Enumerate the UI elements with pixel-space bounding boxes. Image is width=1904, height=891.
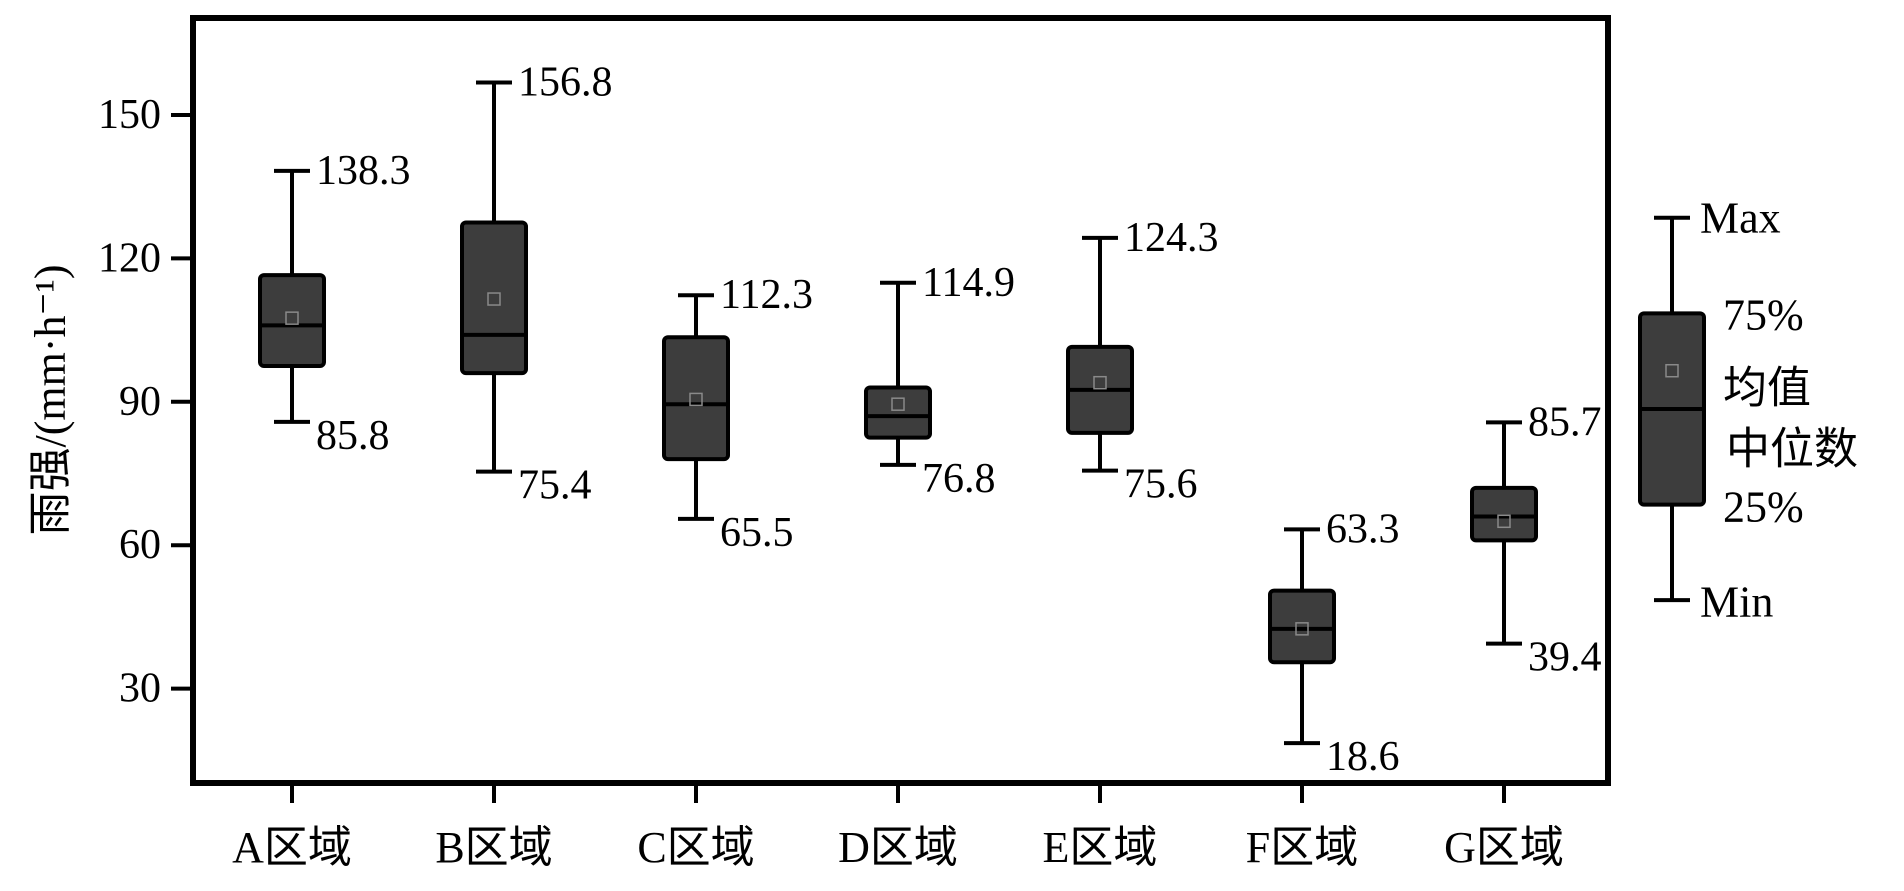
box-body	[864, 385, 932, 440]
max-value-label: 63.3	[1326, 506, 1400, 552]
x-axis: A区域 B区域 C区域 D区域 E区域 F区域 G区域	[232, 783, 1564, 872]
x-tick-label: D区域	[838, 823, 958, 872]
legend-q3-label: 75%	[1723, 291, 1804, 340]
box-body	[258, 273, 326, 368]
box-body	[1470, 485, 1538, 543]
max-value-label: 114.9	[922, 260, 1015, 306]
box-B区域: 156.8 75.4	[460, 59, 613, 509]
box-body	[460, 220, 528, 376]
box-body	[662, 335, 730, 462]
mean-marker	[689, 392, 703, 407]
mean-marker	[891, 397, 905, 411]
x-tick-label: G区域	[1444, 823, 1564, 872]
mean-marker	[285, 311, 299, 325]
legend-mean-marker	[1665, 363, 1679, 378]
box-F区域: 63.3 18.6	[1268, 506, 1400, 780]
box-C区域: 112.3 65.5	[662, 272, 813, 556]
x-tick-label: A区域	[232, 823, 352, 872]
box-E区域: 124.3 75.6	[1066, 215, 1219, 508]
y-axis-title: 雨强/(mm·h⁻¹)	[26, 264, 75, 535]
box-A区域: 138.3 85.8	[258, 148, 411, 459]
y-tick-label: 60	[119, 522, 161, 568]
y-tick-label: 90	[119, 379, 161, 425]
min-value-label: 85.8	[316, 413, 390, 459]
legend-min-label: Min	[1700, 578, 1773, 627]
legend-q1-label: 25%	[1723, 483, 1804, 532]
x-tick-label: E区域	[1043, 823, 1158, 872]
min-value-label: 65.5	[720, 510, 794, 556]
max-value-label: 156.8	[518, 59, 613, 105]
max-value-label: 112.3	[720, 272, 813, 318]
mean-marker	[1497, 514, 1511, 529]
min-value-label: 75.6	[1124, 462, 1198, 508]
min-value-label: 18.6	[1326, 734, 1400, 780]
y-tick-label: 150	[98, 92, 161, 138]
y-axis: 30 60 90 120 150	[98, 92, 193, 712]
y-tick-label: 120	[98, 235, 161, 281]
box-D区域: 114.9 76.8	[864, 260, 1015, 502]
mean-marker	[1295, 622, 1309, 636]
legend-median-label: 中位数	[1726, 425, 1858, 474]
max-value-label: 124.3	[1124, 215, 1219, 261]
max-value-label: 85.7	[1528, 399, 1602, 445]
max-value-label: 138.3	[316, 148, 411, 194]
legend-box	[1638, 215, 1706, 603]
min-value-label: 39.4	[1528, 635, 1602, 681]
legend-mean-label: 均值	[1723, 364, 1811, 413]
x-tick-label: B区域	[435, 823, 552, 872]
x-tick-label: F区域	[1246, 823, 1358, 872]
mean-marker	[487, 292, 501, 306]
min-value-label: 75.4	[518, 463, 592, 509]
mean-marker	[1093, 375, 1107, 390]
y-tick-label: 30	[119, 666, 161, 712]
boxes: 138.3 85.8 156.8 75.4 112.3 65.5 114.9 76.8 124.…	[258, 59, 1602, 780]
min-value-label: 76.8	[922, 456, 996, 502]
legend-max-label: Max	[1700, 194, 1781, 243]
box-body	[1268, 588, 1336, 665]
box-G区域: 85.7 39.4	[1470, 399, 1602, 681]
x-tick-label: C区域	[637, 823, 754, 872]
